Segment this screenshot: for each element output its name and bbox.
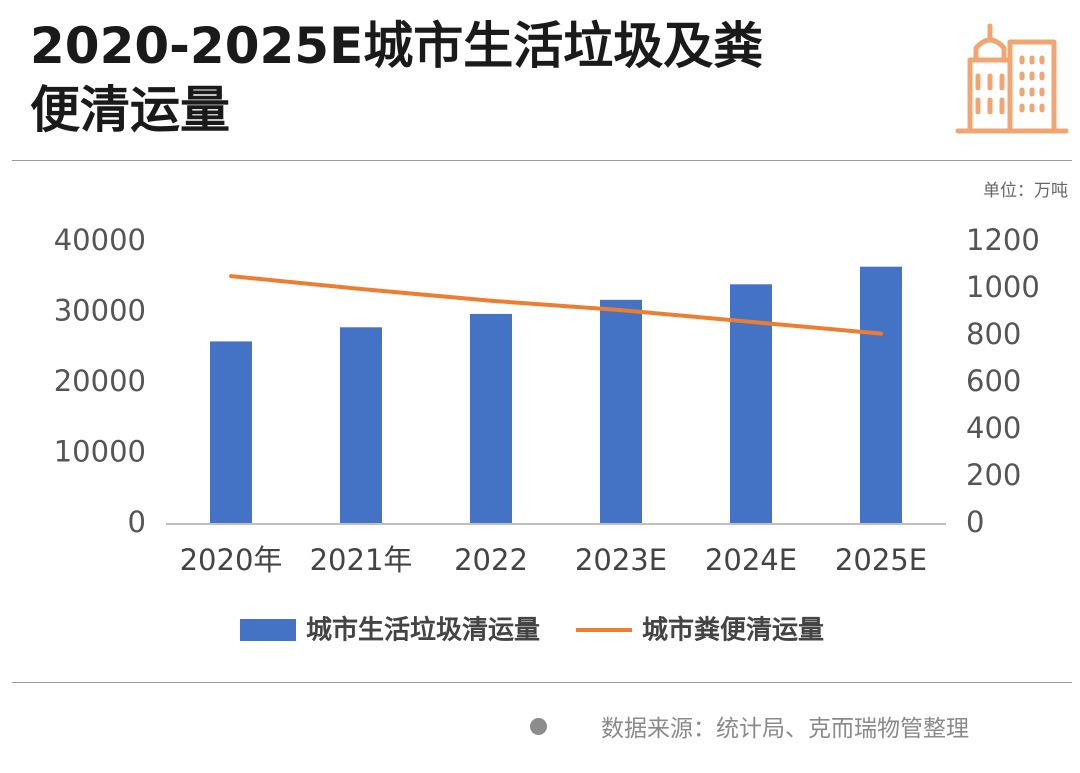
right-tick-label: 800 — [966, 317, 1021, 351]
bar — [210, 341, 252, 524]
bar — [470, 313, 512, 524]
line-point — [880, 333, 882, 335]
bar — [600, 299, 642, 524]
category-label: 2024E — [705, 543, 797, 577]
legend: 城市生活垃圾清运量 城市粪便清运量 — [240, 615, 824, 646]
line-point — [750, 321, 752, 323]
right-tick-label: 1200 — [966, 223, 1040, 257]
left-tick-label: 0 — [128, 505, 146, 539]
left-tick-label: 40000 — [54, 223, 146, 257]
line-point — [230, 275, 232, 277]
category-label: 2021年 — [310, 543, 413, 577]
source-note: 数据来源：统计局、克而瑞物管整理 — [530, 708, 969, 744]
series-line — [229, 274, 883, 336]
chart: 0 10000 20000 30000 40000 0 200 400 600 800 1000 1… — [54, 223, 1040, 646]
line-series — [229, 274, 883, 336]
right-axis: 0 200 400 600 800 1000 1200 — [966, 223, 1040, 539]
category-label: 2020年 — [180, 543, 283, 577]
legend-line-label: 城市粪便清运量 — [642, 615, 824, 646]
category-label: 2025E — [835, 543, 927, 577]
line-point — [490, 300, 492, 302]
legend-bar-label: 城市生活垃圾清运量 — [306, 615, 540, 646]
right-tick-label: 600 — [966, 364, 1021, 398]
line-point — [360, 288, 362, 290]
bar — [340, 327, 382, 524]
left-tick-label: 20000 — [54, 364, 146, 398]
top-divider — [12, 160, 1072, 161]
chart-title-line-2: 便清运量 — [30, 81, 230, 139]
right-tick-label: 0 — [966, 505, 984, 539]
right-tick-label: 1000 — [966, 270, 1040, 304]
left-tick-label: 10000 — [54, 435, 146, 469]
right-tick-label: 200 — [966, 458, 1021, 492]
category-label: 2023E — [575, 543, 667, 577]
right-tick-label: 400 — [966, 411, 1021, 445]
line-point — [620, 309, 622, 311]
unit-label: 单位：万吨 — [983, 181, 1068, 201]
left-axis: 0 10000 20000 30000 40000 — [54, 223, 146, 539]
x-axis: 2020年 2021年 2022 2023E 2024E 2025E — [180, 543, 927, 577]
bar — [860, 266, 902, 524]
source-text: 数据来源：统计局、克而瑞物管整理 — [601, 716, 969, 742]
bullet-icon — [530, 717, 547, 735]
chart-title-line-1: 2020-2025E城市生活垃圾及粪 — [30, 17, 764, 75]
left-tick-label: 30000 — [54, 294, 146, 328]
legend-bar-swatch — [240, 619, 296, 641]
category-label: 2022 — [454, 543, 528, 577]
chart-title: 2020-2025E城市生活垃圾及粪 便清运量 — [30, 14, 910, 142]
bar-series — [210, 266, 902, 524]
building-icon — [955, 23, 1069, 134]
bottom-divider — [12, 682, 1072, 683]
